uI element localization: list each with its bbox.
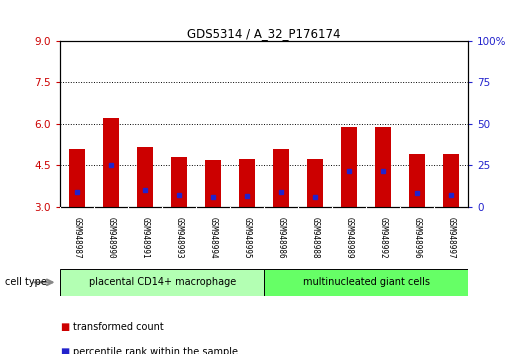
Text: transformed count: transformed count <box>73 322 164 332</box>
Text: GSM948991: GSM948991 <box>141 217 150 259</box>
Text: multinucleated giant cells: multinucleated giant cells <box>303 277 429 287</box>
Text: percentile rank within the sample: percentile rank within the sample <box>73 347 238 354</box>
Bar <box>410 154 425 207</box>
Bar <box>342 127 357 207</box>
Text: GSM948994: GSM948994 <box>209 217 218 259</box>
Bar <box>308 159 323 207</box>
Text: GSM948987: GSM948987 <box>73 217 82 259</box>
Text: GSM948986: GSM948986 <box>277 217 286 259</box>
Text: GSM948993: GSM948993 <box>175 217 184 259</box>
Text: GSM948992: GSM948992 <box>379 217 388 259</box>
Bar <box>376 127 391 207</box>
Bar <box>104 118 119 207</box>
Text: ■: ■ <box>60 322 70 332</box>
Bar <box>206 160 221 207</box>
Text: cell type: cell type <box>5 277 47 287</box>
Text: GSM948997: GSM948997 <box>447 217 456 259</box>
Bar <box>444 154 459 207</box>
Bar <box>240 159 255 207</box>
Bar <box>138 148 153 207</box>
Text: GSM948989: GSM948989 <box>345 217 354 259</box>
Bar <box>264 269 468 296</box>
Text: GSM948988: GSM948988 <box>311 217 320 259</box>
Bar <box>70 149 85 207</box>
Bar <box>60 269 264 296</box>
Text: placental CD14+ macrophage: placental CD14+ macrophage <box>88 277 236 287</box>
Text: ■: ■ <box>60 347 70 354</box>
Text: GSM948990: GSM948990 <box>107 217 116 259</box>
Bar <box>172 157 187 207</box>
Text: GSM948995: GSM948995 <box>243 217 252 259</box>
Title: GDS5314 / A_32_P176174: GDS5314 / A_32_P176174 <box>187 27 341 40</box>
Bar <box>274 149 289 207</box>
Text: GSM948996: GSM948996 <box>413 217 422 259</box>
